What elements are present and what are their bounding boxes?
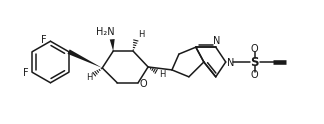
Text: O: O — [139, 79, 147, 89]
Text: F: F — [41, 35, 46, 45]
Text: H: H — [138, 30, 144, 39]
Text: S: S — [250, 56, 259, 68]
Text: H: H — [86, 73, 92, 82]
Text: H: H — [159, 70, 165, 79]
Text: H₂N: H₂N — [96, 27, 115, 37]
Text: F: F — [23, 68, 28, 78]
Polygon shape — [67, 49, 102, 68]
Text: N: N — [227, 58, 234, 68]
Text: O: O — [251, 70, 259, 80]
Text: N: N — [213, 36, 220, 46]
Text: O: O — [251, 44, 259, 54]
Polygon shape — [110, 39, 115, 51]
